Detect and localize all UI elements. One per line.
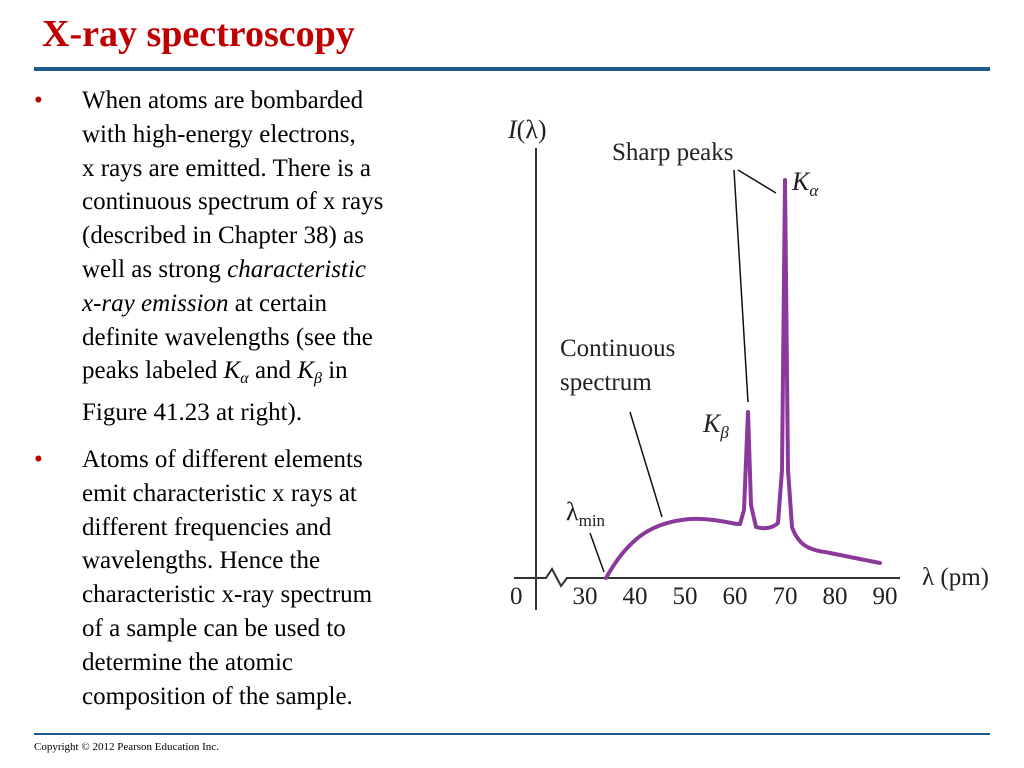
- x-tick-labels: 30 40 50 60 70 80 90: [573, 583, 898, 610]
- lambda-min-leader: [589, 532, 605, 573]
- b1-line9-post: in: [321, 357, 348, 385]
- b2-line2: emit characteristic x rays at: [82, 479, 357, 507]
- title-divider: [34, 67, 990, 71]
- x-axis: [514, 567, 900, 588]
- lambda-min-label: λmin: [566, 497, 606, 530]
- continuous-label-line1: Continuous: [560, 335, 675, 362]
- y-axis-label-arg: (λ): [517, 115, 547, 144]
- b2-line5: characteristic x-ray spectrum: [82, 581, 373, 609]
- x-tick-label: 40: [623, 583, 648, 610]
- x-tick-label: 50: [673, 583, 698, 610]
- k-alpha-label: Kα: [791, 167, 819, 200]
- bullet-marker: •: [34, 87, 43, 114]
- x-axis-label: λ (pm): [922, 564, 989, 591]
- origin-label: 0: [510, 583, 523, 610]
- bullet-marker: •: [34, 445, 43, 473]
- b1-line7-em: x-ray emission: [82, 289, 229, 317]
- k-alpha-subscript: α: [240, 370, 249, 388]
- x-tick-label: 60: [723, 583, 748, 610]
- slide-title: X-ray spectroscopy: [42, 13, 355, 55]
- bullet-item-2: • Atoms of different elements emit chara…: [34, 443, 474, 713]
- x-tick-label: 90: [873, 583, 898, 610]
- bullet-1-text: When atoms are bombarded with high-energ…: [82, 84, 474, 430]
- b1-line1: When atoms are bombarded: [82, 87, 364, 114]
- footer-divider: [34, 733, 990, 735]
- spectrum-curve: [604, 178, 882, 580]
- k-alpha-letter: K: [223, 357, 241, 385]
- sharp-peaks-label: Sharp peaks: [612, 139, 734, 166]
- copyright-footer: Copyright © 2012 Pearson Education Inc.: [34, 741, 219, 753]
- b2-line7: determine the atomic: [82, 648, 294, 676]
- b1-and: and: [248, 357, 298, 385]
- bullet-list: • When atoms are bombarded with high-ene…: [34, 84, 474, 726]
- x-tick-label: 30: [573, 583, 598, 610]
- b1-line7-post: at certain: [228, 289, 328, 317]
- k-beta-label: Kβ: [702, 409, 729, 442]
- lambda-min-subscript: min: [579, 511, 606, 530]
- b2-line1: Atoms of different elements: [82, 445, 363, 473]
- b2-line4: wavelengths. Hence the: [82, 547, 321, 575]
- k-beta-subscript: β: [314, 370, 322, 388]
- b1-line10: Figure 41.23 at right).: [82, 399, 303, 427]
- x-tick-label: 70: [773, 583, 798, 610]
- y-axis-label: I(λ): [507, 115, 547, 144]
- k-beta-fig-letter: K: [702, 409, 722, 438]
- b1-line6-em: characteristic: [227, 255, 366, 283]
- bullet-2-text: Atoms of different elements emit charact…: [82, 443, 474, 713]
- b1-line5: (described in Chapter 38) as: [82, 222, 364, 250]
- b1-line6-pre: well as strong: [82, 255, 228, 283]
- b1-line2: with high-energy electrons,: [82, 120, 356, 148]
- b2-line8: composition of the sample.: [82, 682, 353, 710]
- sharp-peaks-leader-kalpha: [737, 169, 777, 194]
- k-beta-fig-subscript: β: [719, 423, 729, 442]
- b2-line3: different frequencies and: [82, 513, 332, 541]
- k-alpha-fig-subscript: α: [809, 181, 819, 200]
- b1-line9-pre: peaks labeled: [82, 357, 224, 385]
- y-axis-label-var: I: [507, 115, 518, 144]
- continuous-spectrum-leader: [629, 411, 663, 518]
- b2-line6: of a sample can be used to: [82, 614, 346, 642]
- sharp-peaks-leader-kbeta: [733, 169, 749, 403]
- bullet-item-1: • When atoms are bombarded with high-ene…: [34, 84, 474, 430]
- k-beta-letter: K: [297, 357, 314, 385]
- lambda-min-symbol: λ: [566, 497, 579, 526]
- continuous-label-line2: spectrum: [560, 369, 652, 396]
- b1-line4: continuous spectrum of x rays: [82, 188, 384, 216]
- b1-line3: x rays are emitted. There is a: [82, 154, 372, 182]
- k-alpha-fig-letter: K: [791, 167, 811, 196]
- b1-line8: definite wavelengths (see the: [82, 323, 373, 351]
- x-tick-label: 80: [823, 583, 848, 610]
